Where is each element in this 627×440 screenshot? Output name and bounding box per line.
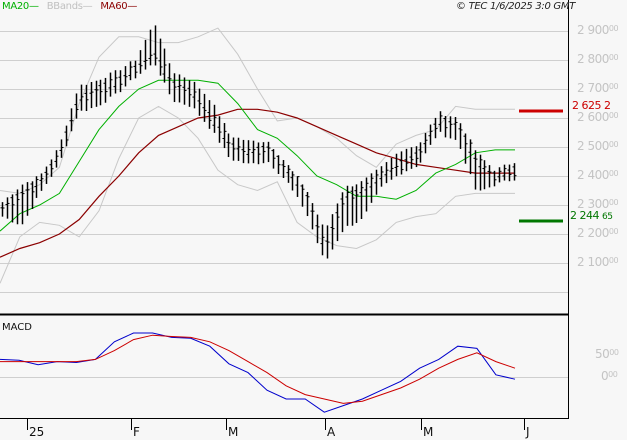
price-axis-label: 2 30000 [577,197,619,211]
resistance-label: 2 625 2 [572,99,611,112]
price-axis-label: 2 90000 [577,23,619,37]
bband-lower [0,105,515,284]
macd-axis-label: 000 [601,369,618,383]
copyright-timestamp: © TEC 1/6/2025 3:0 GMT [456,1,576,12]
ma20-line [0,79,515,232]
ma60-line [0,108,515,258]
price-axis-label: 2 80000 [577,52,619,66]
signal-line [0,334,516,404]
price-axis-label: 2 50000 [577,139,619,153]
price-axis-label: 2 70000 [577,81,619,95]
x-axis-label: M [423,425,434,439]
price-axis-label: 2 60000 [577,110,619,124]
x-axis-label: A [327,425,336,439]
x-axis-label: 25 [29,425,45,439]
price-axis-label: 2 10000 [577,255,619,269]
x-axis-label: J [526,425,530,439]
ma60-path [0,108,515,258]
legend: MA20— BBands— MA60— [2,1,137,12]
support-label: 2 244 65 [570,209,613,222]
macd-axis-label: 5000 [595,347,619,361]
x-axis-label: M [228,425,239,439]
x-axis-ticks [27,419,525,430]
ma20-path [0,79,515,232]
level-markers [519,109,563,223]
ohlc-bars [0,25,517,259]
macd-panel [0,332,516,413]
price-axis-label: 2 20000 [577,226,619,240]
price-axis-label: 2 40000 [577,168,619,182]
legend-ma20: MA20— [2,1,39,12]
legend-ma60: MA60— [100,1,138,12]
macd-label: MACD [2,322,32,333]
legend-bbands: BBands— [46,1,93,12]
x-axis-label: F [133,425,140,439]
